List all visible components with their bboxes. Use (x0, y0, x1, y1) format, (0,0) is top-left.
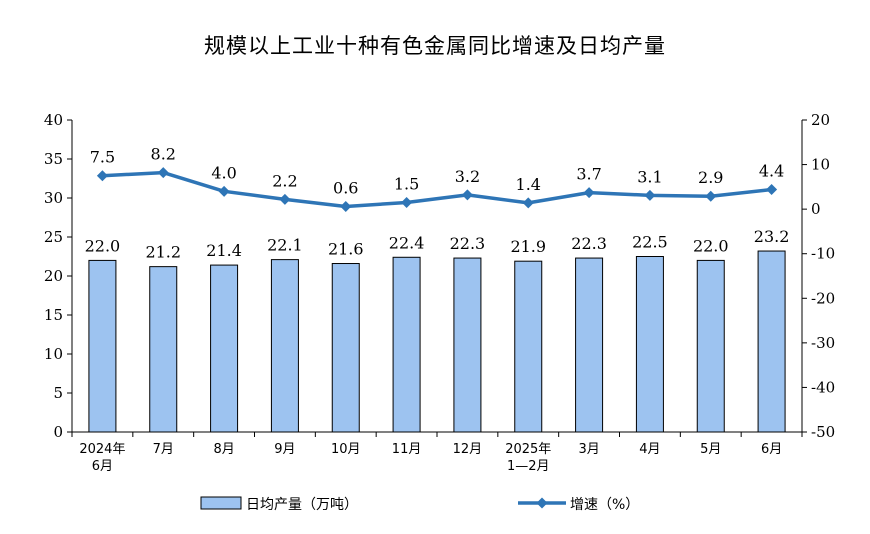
bar-value-label: 22.0 (693, 236, 729, 255)
x-tick-label: 3月 (578, 442, 599, 457)
x-tick-label: 12月 (453, 442, 483, 457)
x-tick-label: 4月 (639, 442, 660, 457)
bar (331, 263, 360, 433)
bar-value-label: 22.1 (267, 236, 303, 255)
growth-line (102, 170, 772, 209)
bar (575, 257, 604, 433)
left-tick-label: 0 (53, 423, 63, 441)
right-tick-label: 0 (811, 200, 821, 218)
left-tick-label: 5 (53, 384, 63, 402)
bar (514, 260, 543, 433)
line-point (583, 187, 595, 199)
line-point (96, 170, 108, 182)
legend-bar-swatch (200, 496, 242, 510)
left-tick-label: 30 (44, 189, 63, 207)
line-point (279, 193, 291, 205)
bar-value-label: 22.4 (389, 233, 425, 252)
bar (210, 264, 239, 433)
right-tick-label: -30 (811, 334, 835, 352)
bar (88, 259, 117, 433)
bar (453, 257, 482, 433)
bar (635, 256, 664, 433)
line-value-label: 2.9 (698, 168, 723, 187)
bar-value-label: 22.3 (571, 234, 607, 253)
line-point (157, 167, 169, 179)
x-tick-label: 10月 (331, 442, 361, 457)
line-value-label: 7.5 (90, 148, 115, 167)
line-point (461, 189, 473, 201)
chart-title: 规模以上工业十种有色金属同比增速及日均产量 (204, 34, 666, 58)
x-tick-label: 2025年 (505, 442, 551, 457)
bar (149, 266, 178, 433)
x-tick-label: 8月 (213, 442, 234, 457)
right-tick-label: -10 (811, 245, 835, 263)
bar (392, 256, 421, 433)
line-value-label: 4.4 (759, 162, 784, 181)
left-tick-label: 35 (44, 150, 63, 168)
x-tick-label: 11月 (392, 442, 422, 457)
line-value-label: 8.2 (151, 145, 176, 164)
bar-value-label: 22.5 (632, 233, 668, 252)
bar-series (88, 250, 786, 433)
left-tick-label: 40 (44, 111, 63, 129)
bar-value-label: 21.9 (510, 237, 546, 256)
x-tick-label: 9月 (274, 442, 295, 457)
x-tick-label: 6月 (92, 459, 113, 474)
right-tick-label: -20 (811, 289, 835, 307)
line-value-label: 3.1 (637, 167, 662, 186)
x-tick-label: 5月 (700, 442, 721, 457)
bar-value-label: 21.4 (206, 241, 242, 260)
line-value-label: 2.2 (272, 171, 297, 190)
x-tick-label: 2024年 (79, 442, 125, 457)
data-labels: 22.0 21.2 21.4 22.1 21.6 22.4 22.3 21.9 22.3 22.5… (85, 145, 790, 262)
right-tick-label: -50 (811, 423, 835, 441)
line-point (340, 200, 352, 212)
line-point (218, 185, 230, 197)
line-series (96, 167, 778, 212)
bar (696, 259, 725, 433)
line-value-label: 3.2 (455, 167, 480, 186)
left-tick-label: 20 (44, 267, 63, 285)
bar-value-label: 23.2 (754, 227, 790, 246)
legend-line-marker (536, 497, 548, 509)
left-tick-label: 15 (44, 306, 63, 324)
legend-line-label: 增速（%） (570, 497, 639, 513)
bar (270, 259, 299, 433)
bar-value-label: 22.3 (450, 234, 486, 253)
right-tick-label: 10 (811, 156, 830, 174)
bar-value-label: 22.0 (85, 236, 121, 255)
line-point (766, 184, 778, 196)
x-tick-label: 6月 (761, 442, 782, 457)
line-value-label: 0.6 (333, 178, 358, 197)
bar (757, 250, 786, 433)
line-value-label: 3.7 (576, 165, 601, 184)
left-tick-label: 25 (44, 228, 63, 246)
right-tick-label: 20 (811, 111, 830, 129)
legend: 日均产量（万吨） 增速（%） (200, 496, 639, 513)
line-value-label: 1.5 (394, 174, 419, 193)
x-tick-label: 1—2月 (507, 459, 550, 474)
left-tick-label: 10 (44, 345, 63, 363)
line-point (401, 196, 413, 208)
bar-value-label: 21.6 (328, 240, 364, 259)
line-point (705, 190, 717, 202)
right-tick-label: -40 (811, 378, 835, 396)
line-value-label: 1.4 (516, 175, 541, 194)
line-value-label: 4.0 (211, 163, 236, 182)
legend-bar-label: 日均产量（万吨） (246, 497, 358, 513)
axes: 0 5 10 15 20 25 30 35 40 -50 -40 -30 -20 -10 0 10 20 2024… (44, 111, 835, 474)
bar-value-label: 21.2 (145, 243, 181, 262)
line-point (522, 197, 534, 209)
line-point (644, 189, 656, 201)
x-tick-label: 7月 (153, 442, 174, 457)
